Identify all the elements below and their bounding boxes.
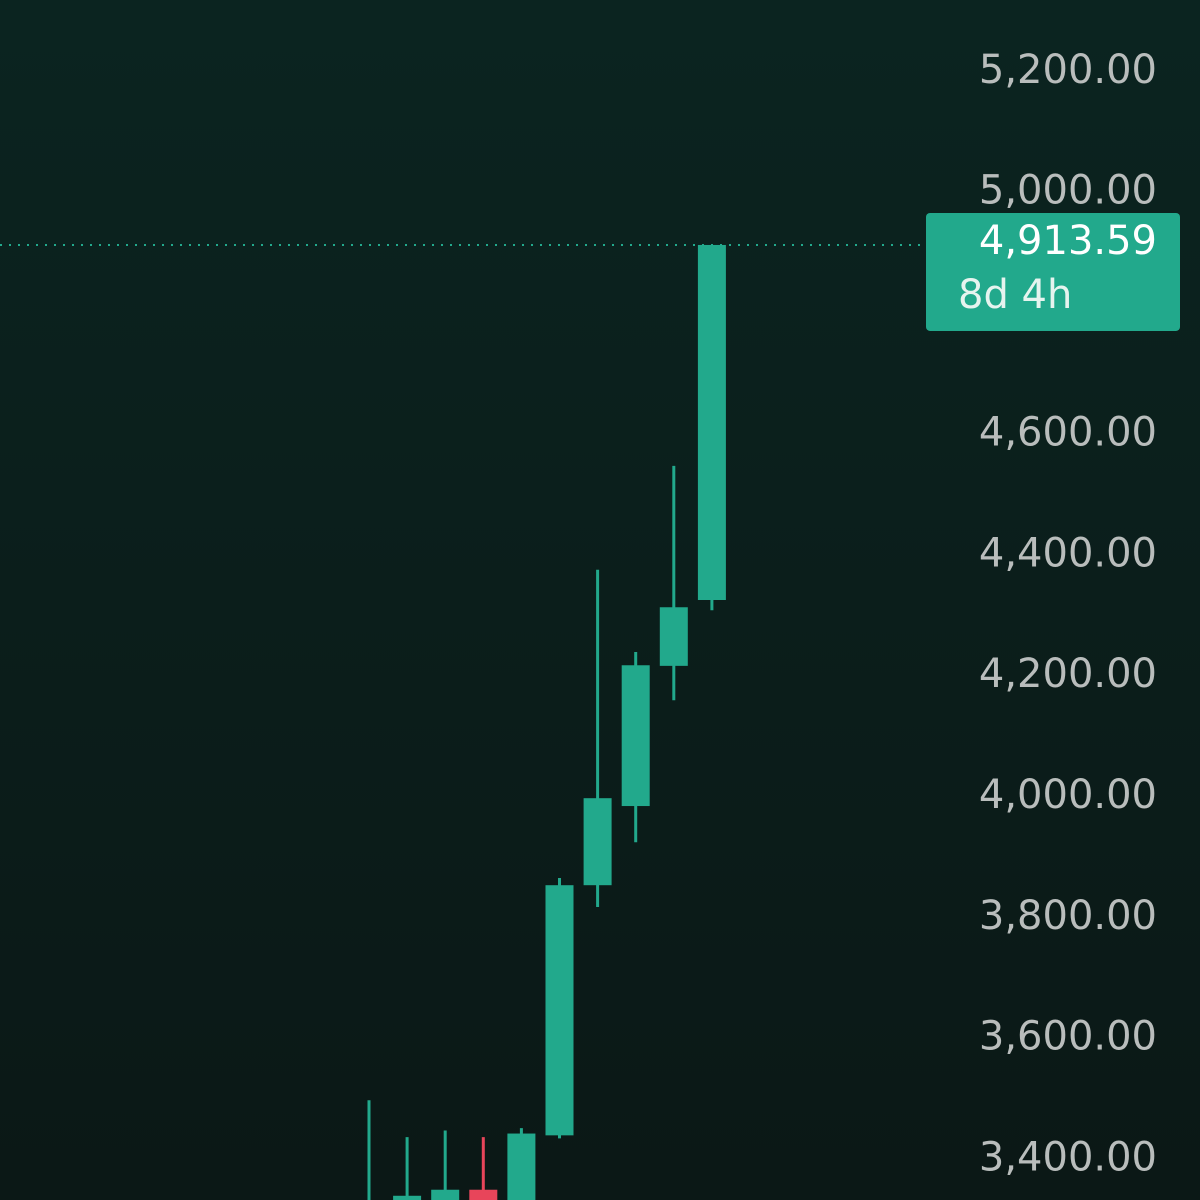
y-tick-label: 4,200.00	[979, 651, 1157, 697]
y-tick-label: 4,600.00	[979, 409, 1157, 455]
candle-body	[545, 885, 574, 1136]
candle-body	[659, 607, 688, 666]
candle-body	[583, 798, 612, 886]
candle-body	[393, 1195, 422, 1200]
price-label-box	[926, 212, 1180, 331]
y-tick-label: 4,000.00	[979, 772, 1157, 818]
y-tick-label: 5,200.00	[979, 47, 1157, 93]
y-tick-label: 3,800.00	[979, 893, 1157, 939]
y-tick-label: 3,400.00	[979, 1135, 1157, 1181]
countdown-label: 8d 4h	[958, 272, 1072, 318]
y-tick-label: 4,400.00	[979, 530, 1157, 576]
candle-body	[697, 244, 726, 600]
candle-body	[621, 665, 650, 807]
y-tick-label: 5,000.00	[979, 168, 1157, 214]
y-tick-label: 3,600.00	[979, 1014, 1157, 1060]
candle-body	[469, 1189, 498, 1200]
price-label: 4,913.59	[979, 218, 1157, 264]
candle-body	[431, 1189, 460, 1200]
candle-body	[507, 1133, 536, 1200]
